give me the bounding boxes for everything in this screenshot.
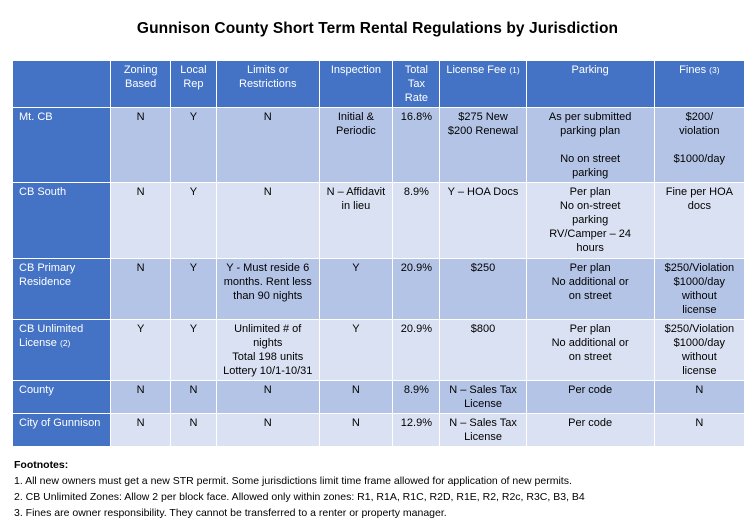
header-license-fee: License Fee (1) [439,60,527,108]
tax-cell: 20.9% [392,319,441,381]
jurisdiction-cell: County [11,380,112,414]
inspection-cell: N [318,413,394,447]
header-fines: Fines (3) [653,60,746,108]
inspection-cell: N [318,380,394,414]
local-rep-cell: Y [169,107,217,183]
jurisdiction-cell: Mt. CB [11,107,112,183]
license-fee-cell: N – Sales Tax License [439,413,527,447]
fines-cell: $250/Violation $1000/day without license [653,319,746,381]
table-row: CB South N Y N N – Affidavit in lieu 8.9% Y – H… [11,182,746,259]
tax-cell: 8.9% [392,380,441,414]
parking-cell: Per plan No additional or on street [525,258,655,320]
inspection-cell: Y [318,319,394,381]
parking-cell: Per plan No additional or on street [525,319,655,381]
table-row: City of Gunnison N N N N 12.9% N – Sales Tax Li… [11,413,746,447]
parking-cell: Per code [525,413,655,447]
inspection-cell: N – Affidavit in lieu [318,182,394,259]
local-rep-cell: N [169,413,217,447]
limits-cell: N [215,380,320,414]
inspection-cell: Y [318,258,394,320]
jurisdiction-cell: CB Unlimited License (2) [11,319,112,381]
table-row: CB Unlimited License (2) Y Y Unlimited # of… [11,319,746,381]
tax-cell: 20.9% [392,258,441,320]
parking-cell: As per submitted parking plan No on street… [525,107,655,183]
header-limits: Limits or Restrictions [215,60,320,108]
footnote-ref: (1) [509,65,520,75]
footnote-1: 1. All new owners must get a new STR per… [14,475,572,487]
table-row: Mt. CB N Y N Initial & Periodic 16.8% $275 New $… [11,107,746,183]
fines-cell: $250/Violation $1000/day without license [653,258,746,320]
local-rep-cell: Y [169,258,217,320]
zoning-cell: N [110,182,171,259]
fines-cell: Fine per HOA docs [653,182,746,259]
header-tax: Total Tax Rate [392,60,441,108]
local-rep-cell: N [169,380,217,414]
fines-cell: N [653,413,746,447]
zoning-cell: N [110,380,171,414]
zoning-cell: Y [110,319,171,381]
jurisdiction-cell: CB Primary Residence [11,258,112,320]
page-title: Gunnison County Short Term Rental Regula… [136,20,619,37]
tax-cell: 16.8% [392,107,441,183]
jurisdiction-cell: City of Gunnison [11,413,112,447]
header-inspection: Inspection [318,60,394,108]
limits-cell: N [215,107,320,183]
header-zoning: Zoning Based [110,60,171,108]
local-rep-cell: Y [169,319,217,381]
limits-cell: N [215,413,320,447]
license-fee-cell: N – Sales Tax License [439,380,527,414]
footnote-2: 2. CB Unlimited Zones: Allow 2 per block… [14,491,585,503]
tax-cell: 8.9% [392,182,441,259]
footnote-ref: (3) [709,65,720,75]
header-local-rep: Local Rep [169,60,217,108]
tax-cell: 12.9% [392,413,441,447]
regulations-table: Zoning Based Local Rep Limits or Restrictio… [11,60,746,447]
jurisdiction-cell: CB South [11,182,112,259]
parking-cell: Per code [525,380,655,414]
zoning-cell: N [110,258,171,320]
header-jurisdiction [11,60,112,108]
fines-cell: $200/violation $1000/day [653,107,746,183]
header-parking: Parking [525,60,655,108]
footnote-ref: (2) [59,338,71,348]
local-rep-cell: Y [169,182,217,259]
limits-cell: N [215,182,320,259]
header-row: Zoning Based Local Rep Limits or Restrictio… [11,60,746,108]
zoning-cell: N [110,107,171,183]
license-fee-cell: $250 [439,258,527,320]
license-fee-cell: Y – HOA Docs [439,182,527,259]
inspection-cell: Initial & Periodic [318,107,394,183]
table-row: County N N N N 8.9% N – Sales Tax License Per co… [11,380,746,414]
zoning-cell: N [110,413,171,447]
parking-cell: Per plan No on-street parking RV/Camper – 2… [525,182,655,259]
license-fee-cell: $275 New $200 Renewal [439,107,527,183]
limits-cell: Unlimited # of nights Total 198 units Lotte… [215,319,320,381]
fines-cell: N [653,380,746,414]
limits-cell: Y - Must reside 6 months. Rent less than 9… [215,258,320,320]
footnotes: Footnotes: 1. All new owners must get a … [14,457,585,521]
footnotes-title: Footnotes: [14,459,69,471]
license-fee-cell: $800 [439,319,527,381]
footnote-3: 3. Fines are owner responsibility. They … [14,507,447,519]
